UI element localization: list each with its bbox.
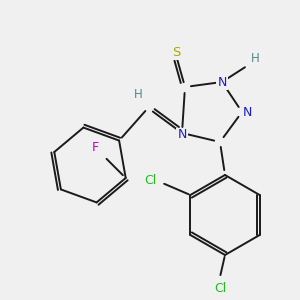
Text: F: F (92, 142, 99, 154)
Text: N: N (177, 128, 187, 142)
Text: N: N (242, 106, 252, 118)
Text: H: H (134, 88, 142, 100)
Text: S: S (172, 46, 180, 59)
Text: H: H (250, 52, 260, 65)
Text: N: N (217, 76, 227, 88)
Text: Cl: Cl (214, 281, 226, 295)
Text: Cl: Cl (144, 173, 157, 187)
